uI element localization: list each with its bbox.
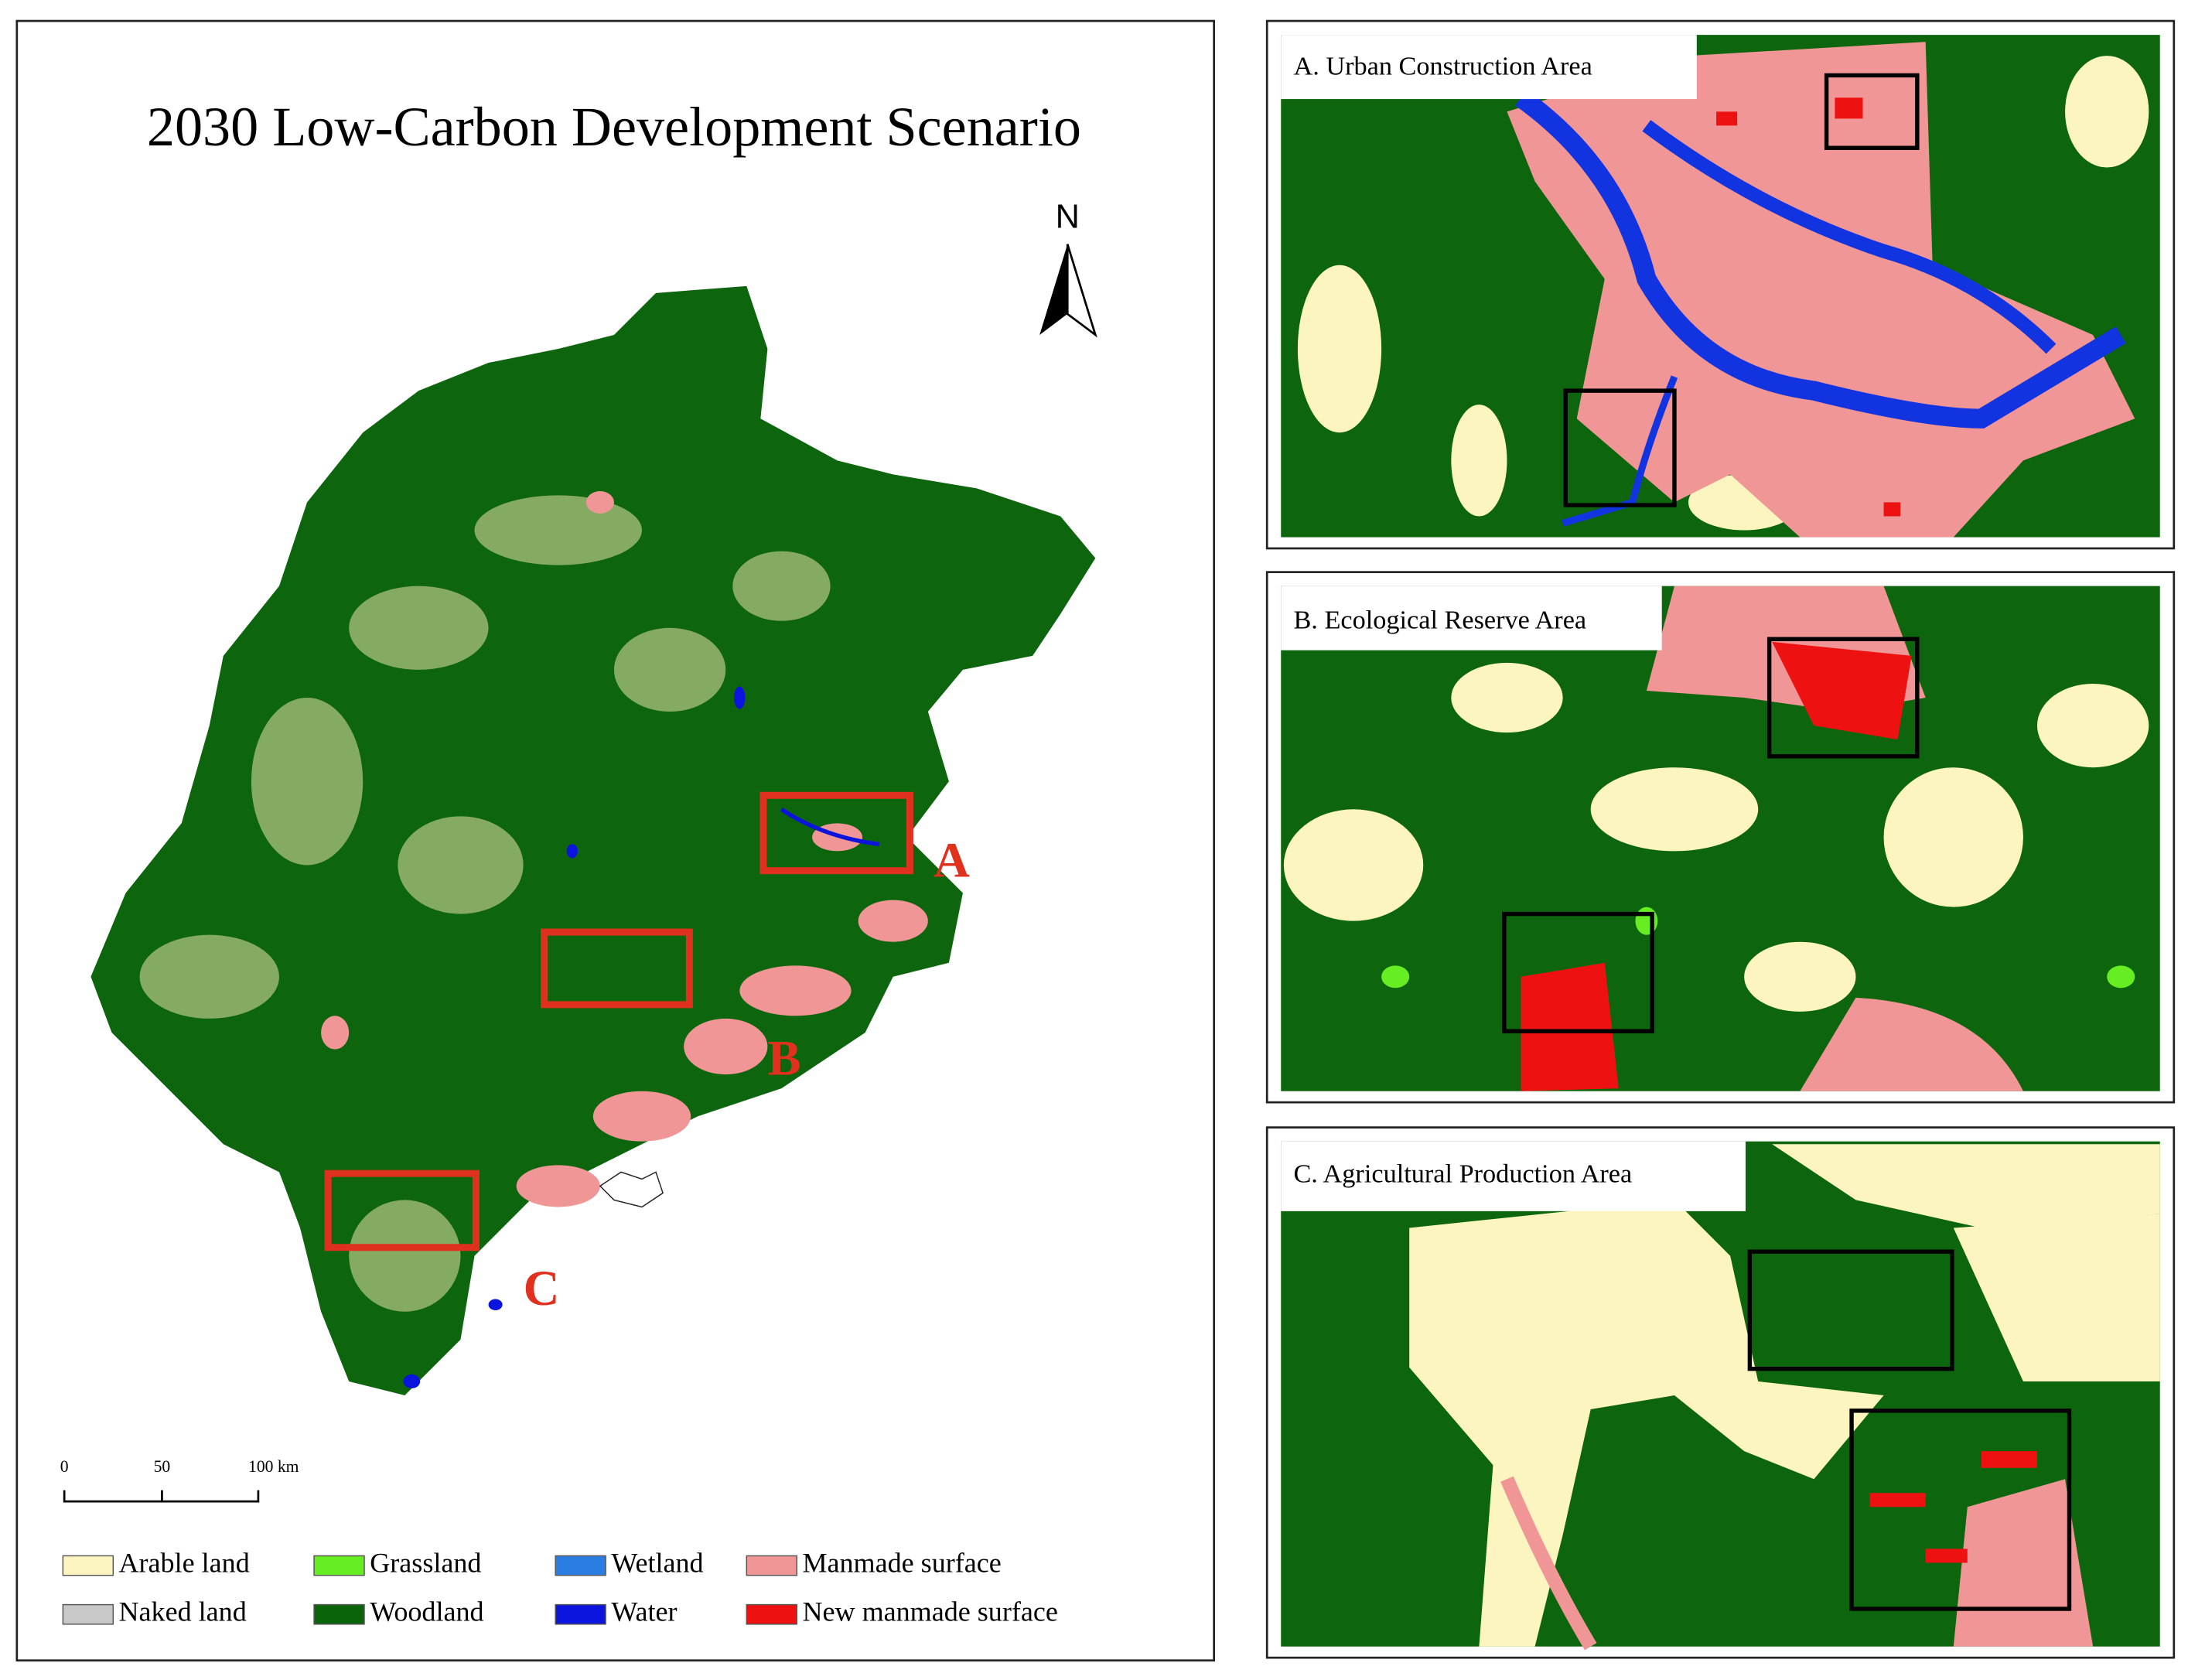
legend-label: Water [611, 1596, 677, 1627]
scale-label: 50 [154, 1457, 171, 1476]
scale-label: 0 [60, 1457, 69, 1476]
legend-swatch [555, 1555, 606, 1576]
panel-title: A. Urban Construction Area [1293, 51, 1592, 80]
province-map [90, 285, 1096, 1395]
area-label: B [767, 1031, 800, 1087]
scale-bar: 0 50 100 km [60, 1457, 299, 1503]
panel-title: C. Agricultural Production Area [1293, 1159, 1632, 1189]
panel-title: B. Ecological Reserve Area [1293, 605, 1586, 634]
panel-b: B. Ecological Reserve Area [1265, 571, 2176, 1104]
map-title: 2030 Low-Carbon Development Scenario [147, 96, 1081, 158]
legend-swatch [313, 1603, 365, 1625]
legend-label: Grassland [370, 1547, 481, 1578]
legend-label: Wetland [611, 1547, 703, 1578]
legend-label: Manmade surface [802, 1547, 1001, 1578]
legend-label: Naked land [119, 1596, 247, 1627]
scale-label: 100 km [248, 1457, 299, 1476]
north-label: N [1056, 199, 1080, 236]
area-label: A [934, 832, 970, 888]
legend-swatch [62, 1603, 114, 1625]
north-arrow: N [1039, 199, 1097, 338]
legend-swatch [555, 1603, 606, 1625]
legend-swatch [746, 1603, 797, 1625]
area-boxes [324, 791, 913, 1251]
legend-label: New manmade surface [802, 1596, 1057, 1627]
legend-swatch [62, 1555, 114, 1576]
legend-swatch [746, 1555, 797, 1576]
panel-c: C. Agricultural Production Area [1265, 1126, 2176, 1659]
legend-swatch [313, 1555, 365, 1576]
legend-label: Arable land [119, 1547, 250, 1578]
legend-label: Woodland [370, 1596, 483, 1627]
legend: Arable land Grassland Wetland Manmade surfa… [62, 1547, 1058, 1627]
area-label: C [524, 1261, 560, 1316]
panel-a: A. Urban Construction Area [1265, 19, 2176, 550]
